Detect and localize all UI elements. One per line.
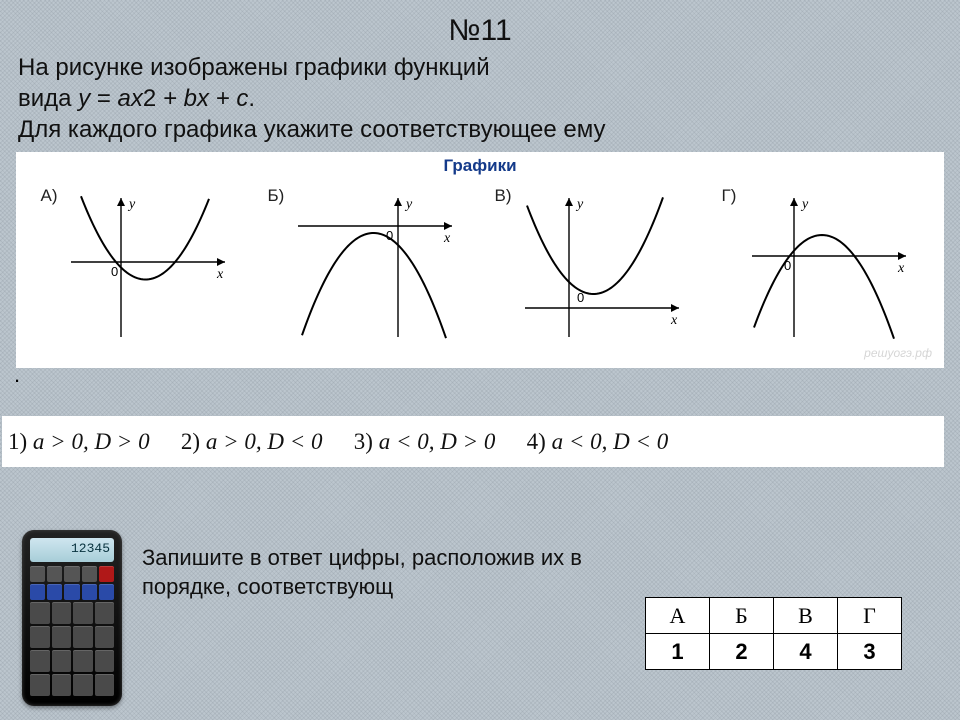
graph-label: Б) — [268, 186, 285, 206]
svg-text:y: y — [127, 197, 136, 212]
ans-b: 2 — [710, 634, 774, 670]
graph-svg-b: yx0 — [290, 190, 460, 345]
ans-a: 1 — [646, 634, 710, 670]
ans-g: 3 — [838, 634, 902, 670]
graphs-row: А) yx0 Б) yx0 В) yx0 Г) yx0 — [16, 176, 944, 350]
svg-text:y: y — [800, 197, 809, 212]
graphs-heading: Графики — [16, 152, 944, 176]
n: 3) — [354, 429, 373, 454]
n: 4) — [527, 429, 546, 454]
svg-text:y: y — [575, 197, 584, 212]
b: a < 0, D < 0 — [546, 429, 668, 454]
eq-ax: ax — [118, 85, 143, 112]
eq-sq: 2 — [143, 85, 156, 112]
graph-svg-c: yx0 — [517, 190, 687, 345]
svg-text:0: 0 — [111, 264, 118, 279]
eq-bx: + bx + c — [156, 85, 248, 112]
table-row: А Б В Г — [646, 598, 902, 634]
head-a: А — [646, 598, 710, 634]
n: 2) — [181, 429, 200, 454]
graph-label: А) — [41, 186, 58, 206]
head-g: Г — [838, 598, 902, 634]
head-b: Б — [710, 598, 774, 634]
option-1: 1) a > 0, D > 0 — [8, 429, 155, 454]
graphs-panel: Графики А) yx0 Б) yx0 В) yx0 Г) yx0 решу… — [16, 152, 944, 368]
problem-number: №11 — [0, 0, 960, 48]
hint-l2: порядке, соответствующ — [142, 574, 393, 599]
t: = — [90, 85, 117, 112]
calculator-screen: 12345 — [30, 538, 114, 562]
hint-text: Запишите в ответ цифры, расположив их в … — [134, 544, 834, 601]
graph-svg-d: yx0 — [744, 190, 914, 345]
svg-text:x: x — [897, 261, 905, 276]
graph-label: Г) — [722, 186, 737, 206]
ans-v: 4 — [774, 634, 838, 670]
table-row: 1 2 4 3 — [646, 634, 902, 670]
t: вида — [18, 85, 78, 112]
graph-svg-a: y x 0 — [63, 190, 233, 345]
t: . — [248, 85, 255, 112]
eq-y: y — [78, 85, 90, 112]
problem-line-2: вида y = ax2 + bx + c. — [18, 83, 942, 114]
graph-a: А) y x 0 — [35, 180, 245, 350]
n: 1) — [8, 429, 27, 454]
graph-c: В) yx0 — [489, 180, 699, 350]
graph-label: В) — [495, 186, 512, 206]
option-3: 3) a < 0, D > 0 — [354, 429, 501, 454]
watermark: решуогэ.рф — [864, 346, 932, 360]
problem-text: На рисунке изображены графики функций ви… — [0, 48, 960, 146]
answer-table: А Б В Г 1 2 4 3 — [645, 597, 902, 670]
svg-text:x: x — [443, 231, 451, 246]
graph-d: Г) yx0 — [716, 180, 926, 350]
option-2: 2) a > 0, D < 0 — [181, 429, 328, 454]
problem-line-1: На рисунке изображены графики функций — [18, 52, 942, 83]
svg-text:y: y — [404, 197, 413, 212]
svg-text:x: x — [670, 313, 678, 328]
option-4: 4) a < 0, D < 0 — [527, 429, 669, 454]
problem-line-3: Для каждого графика укажите соответствую… — [18, 114, 942, 145]
calculator-icon: 12345 — [22, 530, 122, 706]
svg-text:x: x — [216, 267, 224, 282]
b: a > 0, D < 0 — [200, 429, 322, 454]
options-panel: 1) a > 0, D > 0 2) a > 0, D < 0 3) a < 0… — [2, 416, 944, 467]
hint-l1: Запишите в ответ цифры, расположив их в — [142, 545, 582, 570]
b: a > 0, D > 0 — [27, 429, 149, 454]
head-v: В — [774, 598, 838, 634]
b: a < 0, D > 0 — [373, 429, 495, 454]
graph-b: Б) yx0 — [262, 180, 472, 350]
